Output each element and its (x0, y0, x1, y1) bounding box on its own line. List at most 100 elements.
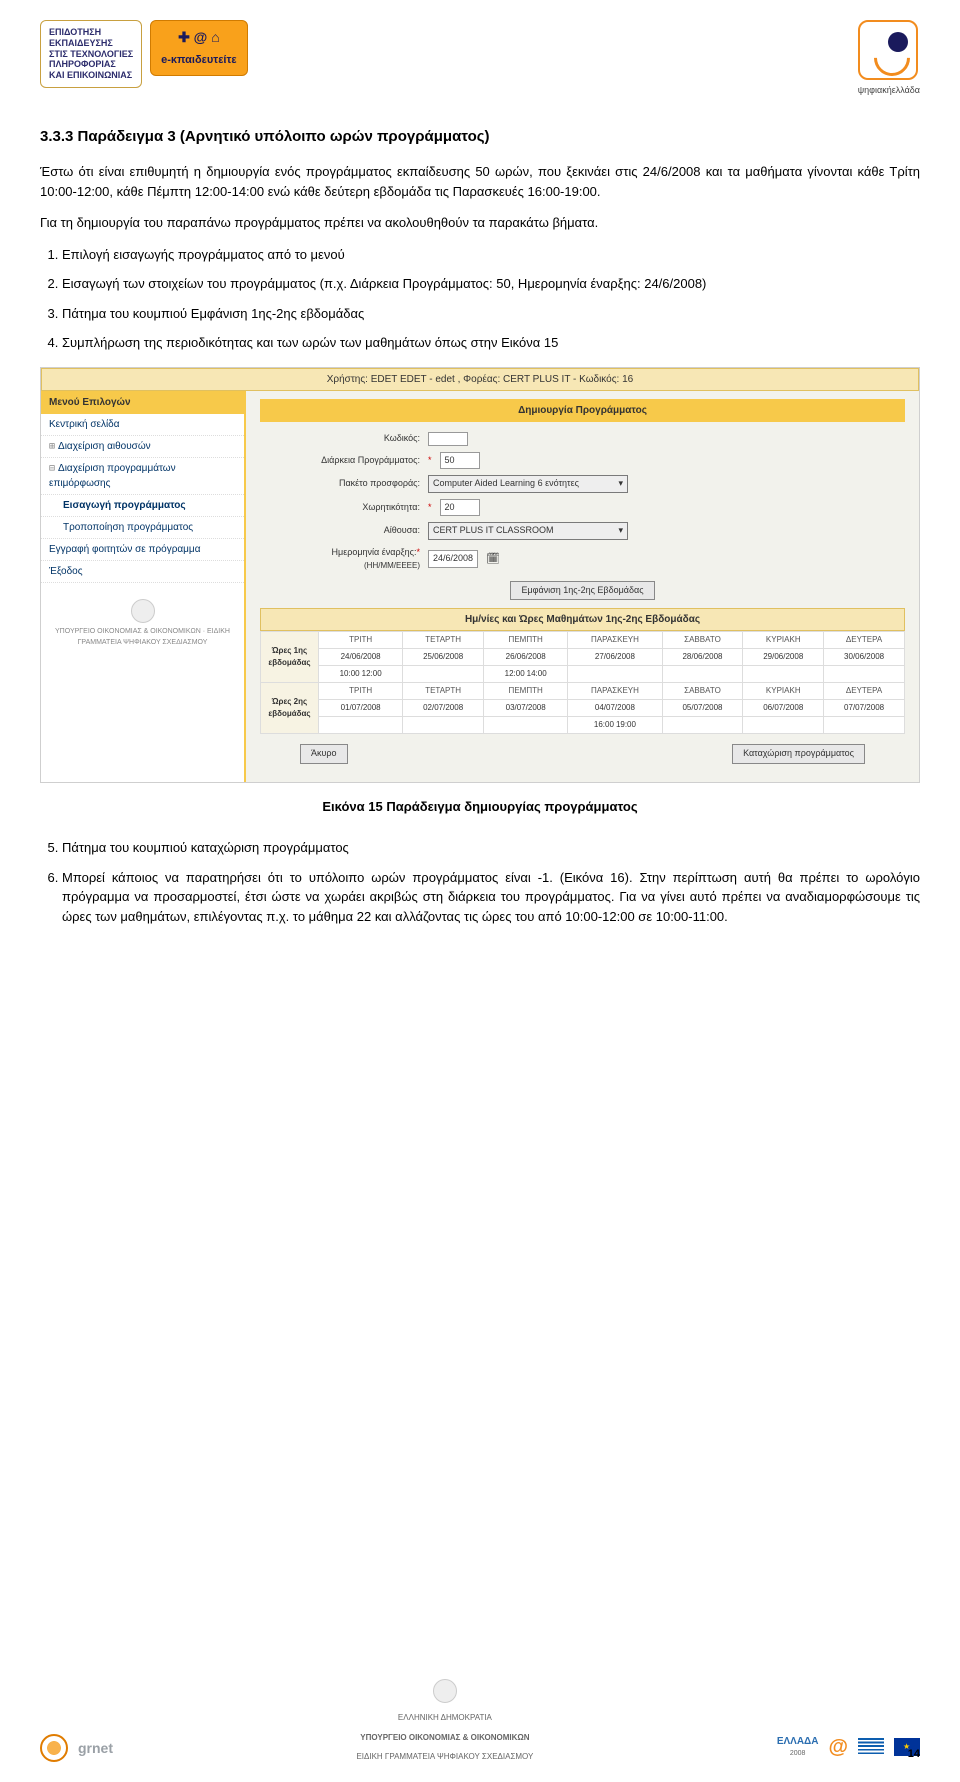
menu-item[interactable]: Εισαγωγή προγράμματος (41, 495, 244, 517)
time-to-input[interactable]: 14:00 (527, 669, 547, 678)
menu-item-label: Έξοδος (49, 566, 83, 577)
tree-toggle-icon[interactable]: ⊟ (49, 463, 55, 474)
grnet-icon (40, 1734, 68, 1762)
chevron-down-icon: ▾ (618, 477, 623, 491)
page-header: ΕΠΙΔΟΤΗΣΗ ΕΚΠΑΙΔΕΥΣΗΣ ΣΤΙΣ ΤΕΧΝΟΛΟΓΙΕΣ Π… (40, 20, 920, 98)
room-select[interactable]: CERT PLUS IT CLASSROOM▾ (428, 522, 628, 540)
menu-item[interactable]: ⊟Διαχείριση προγραμμάτων επιμόρφωσης (41, 458, 244, 495)
time-cell (484, 717, 568, 734)
calendar-icon[interactable]: 🗓 (486, 551, 500, 568)
time-cell (662, 717, 743, 734)
date-cell: 30/06/2008 (824, 649, 905, 666)
l4: ΠΛΗΡΟΦΟΡΙΑΣ (49, 59, 133, 70)
day-header: ΚΥΡΙΑΚΗ (743, 632, 824, 649)
menu-item[interactable]: Εγγραφή φοιτητών σε πρόγραμμα (41, 539, 244, 561)
time-cell (662, 666, 743, 683)
grnet-text: grnet (78, 1738, 113, 1759)
date-cell: 27/06/2008 (568, 649, 662, 666)
day-header: ΚΥΡΙΑΚΗ (743, 683, 824, 700)
date-cell: 28/06/2008 (662, 649, 743, 666)
menu-item-label: Εγγραφή φοιτητών σε πρόγραμμα (49, 544, 200, 555)
time-cell (568, 666, 662, 683)
cancel-button[interactable]: Άκυρο (300, 744, 348, 764)
time-cell (743, 666, 824, 683)
embedded-screenshot: Χρήστης: EDET EDET - edet , Φορέας: CERT… (40, 367, 920, 783)
req2: * (428, 501, 432, 515)
duration-input[interactable]: 50 (440, 452, 480, 470)
digital-greece-icon (858, 20, 918, 80)
date-cell: 06/07/2008 (743, 700, 824, 717)
time-from-input[interactable]: 16:00 (594, 720, 614, 729)
code-label: Κωδικός: (260, 432, 420, 446)
submit-button[interactable]: Καταχώριση προγράμματος (732, 744, 865, 764)
figure-caption: Εικόνα 15 Παράδειγμα δημιουργίας προγράμ… (40, 797, 920, 817)
time-to-input[interactable]: 12:00 (362, 669, 382, 678)
footer-grnet: grnet (40, 1734, 113, 1762)
time-from-input[interactable]: 10:00 (340, 669, 360, 678)
section-title: 3.3.3 Παράδειγμα 3 (Αρνητικό υπόλοιπο ωρ… (40, 126, 920, 149)
duration-label: Διάρκεια Προγράμματος: (260, 454, 420, 468)
greece-flag-icon (858, 1738, 884, 1756)
l3: ΣΤΙΣ ΤΕΧΝΟΛΟΓΙΕΣ (49, 49, 133, 60)
package-select[interactable]: Computer Aided Learning 6 ενότητες ▾ (428, 475, 628, 493)
date-cell: 05/07/2008 (662, 700, 743, 717)
show-weeks-button[interactable]: Εμφάνιση 1ης-2ης Εβδομάδας (510, 581, 654, 601)
date-cell: 26/06/2008 (484, 649, 568, 666)
menu-item[interactable]: Τροποποίηση προγράμματος (41, 517, 244, 539)
ministry-line3: ΕΙΔΙΚΗ ΓΡΑΜΜΑΤΕΙΑ ΨΗΦΙΑΚΟΥ ΣΧΕΔΙΑΣΜΟΥ (356, 1752, 533, 1762)
menu-item-label: Κεντρική σελίδα (49, 419, 120, 430)
package-value: Computer Aided Learning 6 ενότητες (433, 477, 579, 491)
step-3: Πάτημα του κουμπιού Εμφάνιση 1ης-2ης εβδ… (62, 304, 920, 324)
day-header: ΠΕΜΠΤΗ (484, 632, 568, 649)
chevron-down-icon: ▾ (618, 524, 623, 538)
day-header: ΤΕΤΑΡΤΗ (403, 632, 484, 649)
day-header: ΠΑΡΑΣΚΕΥΗ (568, 632, 662, 649)
ekp-badge: ✚ @ ⌂ e-κπαιδευτείτε (150, 20, 247, 76)
time-cell (403, 666, 484, 683)
footer-flags: ΕΛΛΑΔΑ 2008 @ (777, 1732, 920, 1762)
steps-list-b: Πάτημα του κουμπιού καταχώριση προγράμμα… (62, 838, 920, 926)
day-header: ΤΡΙΤΗ (319, 632, 403, 649)
menu-item-label: Διαχείριση προγραμμάτων επιμόρφωσης (49, 463, 176, 489)
ministry-emblem-icon (433, 1679, 457, 1703)
day-header: ΔΕΥΤΕΡΑ (824, 683, 905, 700)
l2: ΕΚΠΑΙΔΕΥΣΗΣ (49, 38, 133, 49)
time-cell (403, 717, 484, 734)
menu-item[interactable]: Κεντρική σελίδα (41, 414, 244, 436)
code-input[interactable] (428, 432, 468, 446)
time-cell (743, 717, 824, 734)
gov-badge-text: ΥΠΟΥΡΓΕΙΟ ΟΙΚΟΝΟΜΙΑΣ & ΟΙΚΟΝΟΜΙΚΩΝ · ΕΙΔ… (55, 628, 230, 646)
date-cell: 25/06/2008 (403, 649, 484, 666)
step-2: Εισαγωγή των στοιχείων του προγράμματος … (62, 274, 920, 294)
digital-greece-text: ψηφιακήελλάδα (858, 84, 920, 98)
sidebar-menu: Μενού Επιλογών Κεντρική σελίδα⊞Διαχείρισ… (41, 391, 246, 782)
step-1: Επιλογή εισαγωγής προγράμματος από το με… (62, 245, 920, 265)
startdate-label: Ημερομηνία έναρξης:*(ΗΗ/ΜΜ/ΕΕΕΕ) (260, 546, 420, 573)
time-from-input[interactable]: 12:00 (505, 669, 525, 678)
menu-heading: Μενού Επιλογών (41, 391, 244, 414)
tree-toggle-icon[interactable]: ⊞ (49, 441, 55, 452)
logo-left-group: ΕΠΙΔΟΤΗΣΗ ΕΚΠΑΙΔΕΥΣΗΣ ΣΤΙΣ ΤΕΧΝΟΛΟΓΙΕΣ Π… (40, 20, 248, 88)
capacity-input[interactable]: 20 (440, 499, 480, 517)
package-label: Πακέτο προσφοράς: (260, 477, 420, 491)
step-4: Συμπλήρωση της περιοδικότητας και των ωρ… (62, 333, 920, 353)
req: * (428, 454, 432, 468)
time-cell (319, 717, 403, 734)
intro-paragraph: Έστω ότι είναι επιθυμητή η δημιουργία εν… (40, 162, 920, 201)
date-cell: 29/06/2008 (743, 649, 824, 666)
day-header: ΣΑΒΒΑΤΟ (662, 632, 743, 649)
date-cell: 07/07/2008 (824, 700, 905, 717)
menu-item[interactable]: ⊞Διαχείριση αιθουσών (41, 436, 244, 458)
menu-item-label: Τροποποίηση προγράμματος (63, 522, 193, 533)
date-cell: 04/07/2008 (568, 700, 662, 717)
menu-item[interactable]: Έξοδος (41, 561, 244, 583)
l5: ΚΑΙ ΕΠΙΚΟΙΝΩΝΙΑΣ (49, 70, 133, 81)
date-cell: 03/07/2008 (484, 700, 568, 717)
logo-right-group: ψηφιακήελλάδα (858, 20, 920, 98)
startdate-input[interactable]: 24/6/2008 (428, 550, 478, 568)
time-cell: 10:0012:00 (319, 666, 403, 683)
footer-ministry: ΕΛΛΗΝΙΚΗ ΔΗΜΟΚΡΑΤΙΑ ΥΠΟΥΡΓΕΙΟ ΟΙΚΟΝΟΜΙΑΣ… (356, 1679, 533, 1762)
time-to-input[interactable]: 19:00 (616, 720, 636, 729)
intro-paragraph-2: Για τη δημιουργία του παραπάνω προγράμμα… (40, 213, 920, 233)
time-cell (824, 666, 905, 683)
